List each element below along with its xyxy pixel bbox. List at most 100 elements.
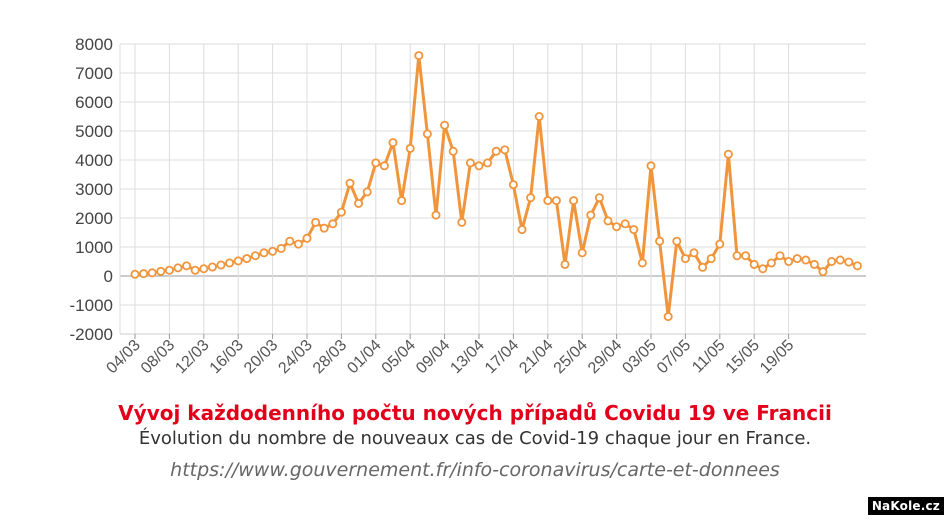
data-point [414,51,424,61]
data-point [225,258,235,268]
data-point [672,236,682,246]
data-point [655,236,665,246]
data-point [293,239,303,249]
y-tick-label: 4000 [75,151,113,170]
x-tick-label: 15/05 [723,337,763,377]
data-point [758,264,768,274]
data-point [612,222,622,232]
data-point [457,217,467,227]
data-point [698,262,708,272]
data-point [354,198,364,208]
data-point [336,207,346,217]
y-axis: 8000 7000 6000 5000 4000 3000 2000 1000 0 -1000 -2… [70,35,113,344]
x-tick-label: 03/05 [619,337,659,377]
data-point [216,260,226,270]
data-point [517,225,527,235]
x-tick-label: 09/04 [413,337,453,377]
data-point [190,265,200,275]
data-point [345,178,355,188]
data-point [242,254,252,264]
data-point [775,251,785,261]
data-point [328,219,338,229]
chart-title-czech: Vývoj každodenního počtu nových případů … [118,401,832,425]
y-tick-label: -2000 [70,325,113,344]
data-point [835,255,845,265]
data-point [474,161,484,171]
data-point [732,251,742,261]
data-point [792,254,802,264]
y-tick-label: 0 [104,267,113,286]
data-point [285,236,295,246]
x-tick-label: 07/05 [654,337,694,377]
source-url: https://www.gouvernement.fr/info-coronav… [170,459,780,481]
data-point [577,248,587,258]
data-point [156,266,166,276]
chart: 8000 7000 6000 5000 4000 3000 2000 1000 0 -1000 -2… [70,35,866,377]
data-point [723,149,733,159]
data-point [637,258,647,268]
data-point [534,112,544,122]
data-point [268,246,278,256]
x-tick-label: 20/03 [241,337,281,377]
x-tick-label: 16/03 [207,337,247,377]
data-point [715,239,725,249]
x-tick-label: 19/05 [757,337,797,377]
data-point [371,158,381,168]
x-tick-label: 25/04 [551,337,591,377]
data-point [182,261,192,271]
y-tick-label: 1000 [75,238,113,257]
data-point [543,196,553,206]
y-tick-label: 3000 [75,180,113,199]
y-tick-label: -1000 [70,296,113,315]
data-point [164,265,174,275]
data-point [569,196,579,206]
data-point [526,193,536,203]
series [130,51,862,322]
watermark-logo: NaKole.cz [867,497,944,515]
data-point [594,193,604,203]
y-tick-label: 8000 [75,35,113,54]
data-point [663,312,673,322]
data-point [483,158,493,168]
data-point [440,120,450,130]
data-point [405,143,415,153]
data-point [173,263,183,273]
data-point [749,259,759,269]
data-point [766,258,776,268]
data-point [818,267,828,277]
data-point [388,138,398,148]
chart-subtitle-french: Évolution du nombre de nouveaux cas de C… [138,428,812,449]
data-point [259,248,269,258]
data-point [646,161,656,171]
data-point [233,256,243,266]
data-point [199,264,209,274]
x-axis: 04/0308/0312/0316/0320/0324/0328/0301/04… [103,334,797,377]
data-point [397,196,407,206]
data-point [689,248,699,258]
x-tick-label: 12/03 [172,337,212,377]
data-point [801,255,811,265]
data-point [311,217,321,227]
x-tick-label: 13/04 [447,337,487,377]
data-point [809,259,819,269]
data-point [130,269,140,279]
data-point [431,210,441,220]
data-point [629,225,639,235]
data-point [508,180,518,190]
data-point [852,261,862,271]
data-point [250,251,260,261]
data-point [844,257,854,267]
data-point [465,158,475,168]
y-tick-label: 7000 [75,64,113,83]
x-tick-label: 21/04 [516,337,556,377]
data-point [741,251,751,261]
data-point [560,259,570,269]
y-tick-label: 5000 [75,122,113,141]
data-point [827,256,837,266]
x-tick-label: 11/05 [689,337,729,377]
grid [119,43,866,335]
data-point [276,243,286,253]
x-tick-label: 28/03 [310,337,350,377]
data-point [379,161,389,171]
x-tick-label: 24/03 [275,337,315,377]
